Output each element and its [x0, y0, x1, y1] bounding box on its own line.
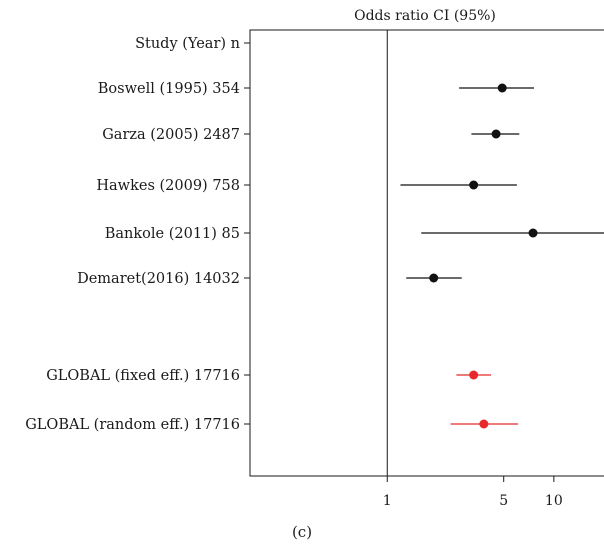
- study-point: [469, 180, 479, 190]
- plot-frame: [249, 29, 604, 477]
- study-label: GLOBAL (random eff.) 17716: [25, 417, 240, 433]
- x-axis: 1 5 10: [383, 476, 563, 509]
- study-label: Garza (2005) 2487: [102, 127, 240, 143]
- panel-caption: (c): [292, 523, 312, 541]
- x-tick-label: 1: [383, 493, 392, 509]
- point-estimates: [429, 83, 538, 429]
- study-labels: Boswell (1995) 354 Garza (2005) 2487 Hawke…: [25, 81, 240, 433]
- study-point: [429, 273, 439, 283]
- study-point: [491, 129, 501, 139]
- column-header: Study (Year) n: [135, 36, 240, 52]
- study-label: GLOBAL (fixed eff.) 17716: [46, 368, 240, 384]
- study-point: [497, 83, 507, 93]
- chart-title: Odds ratio CI (95%): [354, 8, 496, 24]
- x-tick-label: 10: [545, 493, 563, 509]
- global-point: [479, 419, 489, 429]
- x-tick-label: 5: [499, 493, 508, 509]
- global-point: [469, 370, 479, 380]
- study-label: Hawkes (2009) 758: [96, 178, 240, 194]
- study-label: Demaret(2016) 14032: [77, 271, 240, 287]
- confidence-intervals: [400, 87, 604, 425]
- row-ticks: [244, 42, 250, 425]
- study-label: Boswell (1995) 354: [98, 81, 240, 97]
- study-label: Bankole (2011) 85: [105, 226, 240, 242]
- study-point: [528, 228, 538, 238]
